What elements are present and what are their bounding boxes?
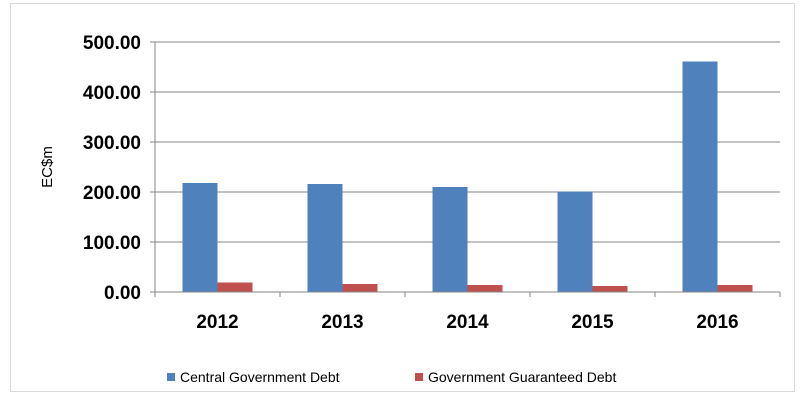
bar-central-government-debt-2015 — [557, 191, 593, 292]
y-tick-label: 500.00 — [83, 33, 141, 54]
legend-swatch-government-guaranteed-debt — [415, 373, 423, 381]
x-tick-label: 2016 — [696, 312, 738, 333]
y-tick-label: 400.00 — [83, 83, 141, 104]
bars — [182, 61, 753, 292]
bar-government-guaranteed-debt-2014 — [467, 285, 503, 292]
x-tick-label: 2012 — [196, 312, 238, 333]
bar-central-government-debt-2012 — [182, 183, 218, 292]
y-axis-title: EC$m — [39, 146, 56, 188]
tick-labels: 0.00 100.00 200.00 300.00 400.00 500.00 2012 20… — [83, 33, 739, 333]
bar-government-guaranteed-debt-2015 — [592, 286, 628, 292]
legend-label-central-government-debt: Central Government Debt — [180, 369, 340, 385]
bar-central-government-debt-2016 — [682, 61, 718, 292]
chart-frame — [10, 3, 795, 392]
bar-central-government-debt-2013 — [307, 184, 343, 292]
bar-government-guaranteed-debt-2016 — [717, 285, 753, 292]
y-tick-label: 300.00 — [83, 133, 141, 154]
y-tick-label: 100.00 — [83, 233, 141, 254]
x-tick-label: 2013 — [321, 312, 363, 333]
legend-label-government-guaranteed-debt: Government Guaranteed Debt — [428, 369, 616, 385]
x-tick-label: 2015 — [571, 312, 614, 333]
y-tick-label: 0.00 — [104, 283, 141, 304]
bar-government-guaranteed-debt-2013 — [342, 284, 378, 292]
bar-government-guaranteed-debt-2012 — [217, 282, 253, 292]
bar-central-government-debt-2014 — [432, 187, 468, 292]
legend: Central Government Debt Government Guara… — [167, 369, 616, 385]
x-tick-label: 2014 — [446, 312, 489, 333]
axes — [150, 41, 781, 297]
y-tick-label: 200.00 — [83, 183, 141, 204]
legend-swatch-central-government-debt — [167, 373, 175, 381]
